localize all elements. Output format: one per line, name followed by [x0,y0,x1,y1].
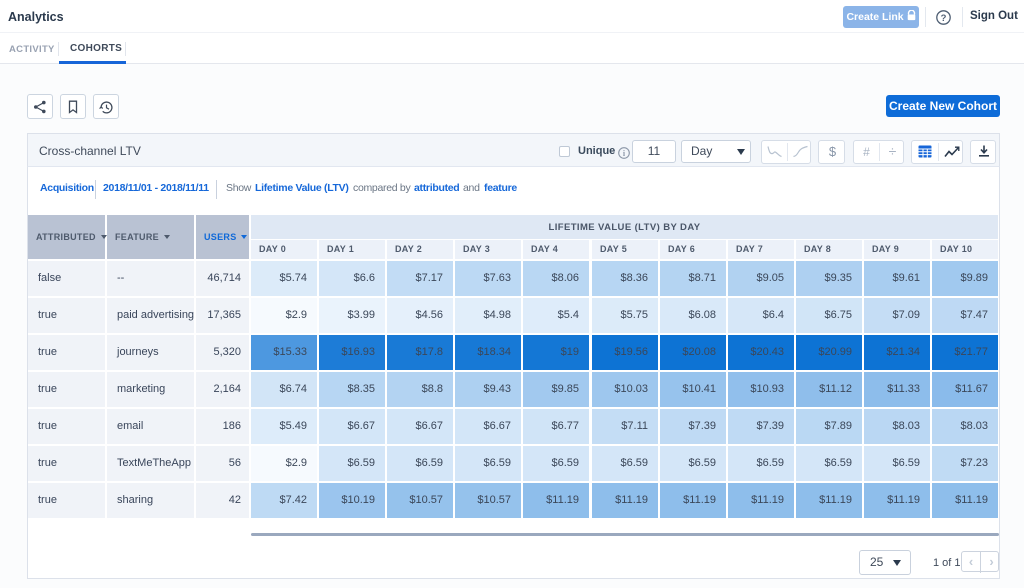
svg-text:?: ? [941,13,947,24]
svg-text:i: i [623,149,626,158]
